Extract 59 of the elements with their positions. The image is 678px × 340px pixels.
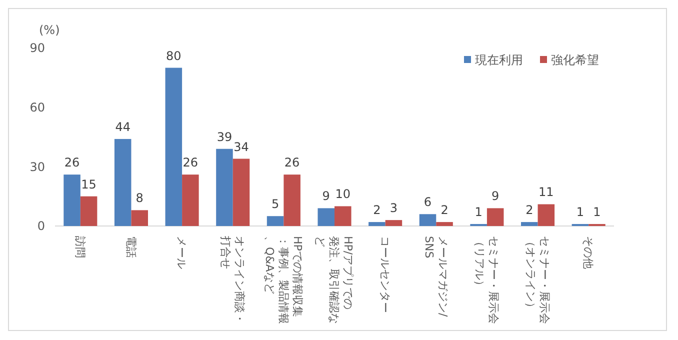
data-label: 39 (216, 130, 232, 144)
y-tick-label: 30 (30, 160, 45, 174)
legend-label: 現在利用 (475, 53, 523, 68)
bar (385, 220, 402, 226)
data-label: 26 (64, 156, 80, 170)
y-tick-label: 90 (30, 41, 45, 56)
bar (80, 196, 98, 226)
bar (114, 138, 132, 226)
y-tick-label: 0 (37, 219, 45, 234)
legend-label: 強化希望 (551, 53, 599, 68)
data-label: 26 (284, 156, 300, 170)
data-label: 2 (373, 203, 381, 218)
y-tick-label: 60 (30, 100, 45, 115)
data-label: 34 (234, 140, 249, 154)
data-label: 80 (166, 48, 182, 63)
bar (538, 204, 555, 226)
bar (436, 222, 453, 226)
bar (318, 208, 334, 226)
data-label: 9 (492, 189, 500, 204)
x-tick-label: メールマガジン/SNS (422, 236, 450, 317)
bar (131, 210, 148, 226)
x-tick-label: その他 (582, 236, 595, 269)
bar (368, 222, 386, 226)
x-tick-label: 電話 (124, 236, 138, 258)
data-label: 44 (115, 120, 130, 134)
x-tick-label: セミナー・展示会（オンライン） (524, 236, 551, 324)
bar (284, 174, 300, 226)
bar (232, 158, 250, 226)
bar (64, 174, 80, 226)
data-label: 8 (136, 191, 144, 206)
bar (486, 208, 504, 226)
x-tick-label: セミナー・展示会（リアル） (473, 236, 500, 324)
data-label: 1 (593, 205, 601, 220)
x-tick-label: HP/アプリでの発注、取引確認など (314, 236, 355, 324)
data-label: 3 (390, 201, 398, 216)
bar (182, 174, 199, 226)
data-label: 10 (335, 187, 351, 202)
x-tick-label: HPでの情報収集：事例、製品情報、Q&Aなど (262, 236, 304, 324)
data-label: 6 (424, 195, 432, 210)
x-tick-label: オンライン商談・打合せ (219, 235, 246, 324)
data-label: 1 (474, 205, 482, 220)
data-label: 11 (538, 185, 554, 200)
data-label: 5 (271, 197, 280, 212)
bar (216, 148, 233, 226)
data-label: 9 (322, 189, 330, 204)
y-axis-title: (%) (39, 23, 60, 37)
data-label: 1 (576, 205, 584, 220)
bar (521, 222, 538, 226)
data-label: 2 (526, 203, 534, 218)
data-label: 2 (440, 203, 448, 218)
bar (419, 214, 436, 226)
x-tick-label: コールセンター (378, 236, 392, 313)
x-tick-label: 訪問 (74, 236, 87, 258)
bar (165, 68, 182, 226)
data-label: 26 (182, 156, 198, 170)
bar (266, 216, 284, 226)
x-tick-label: メール (175, 236, 188, 269)
data-label: 15 (81, 177, 96, 192)
bar (334, 206, 352, 226)
